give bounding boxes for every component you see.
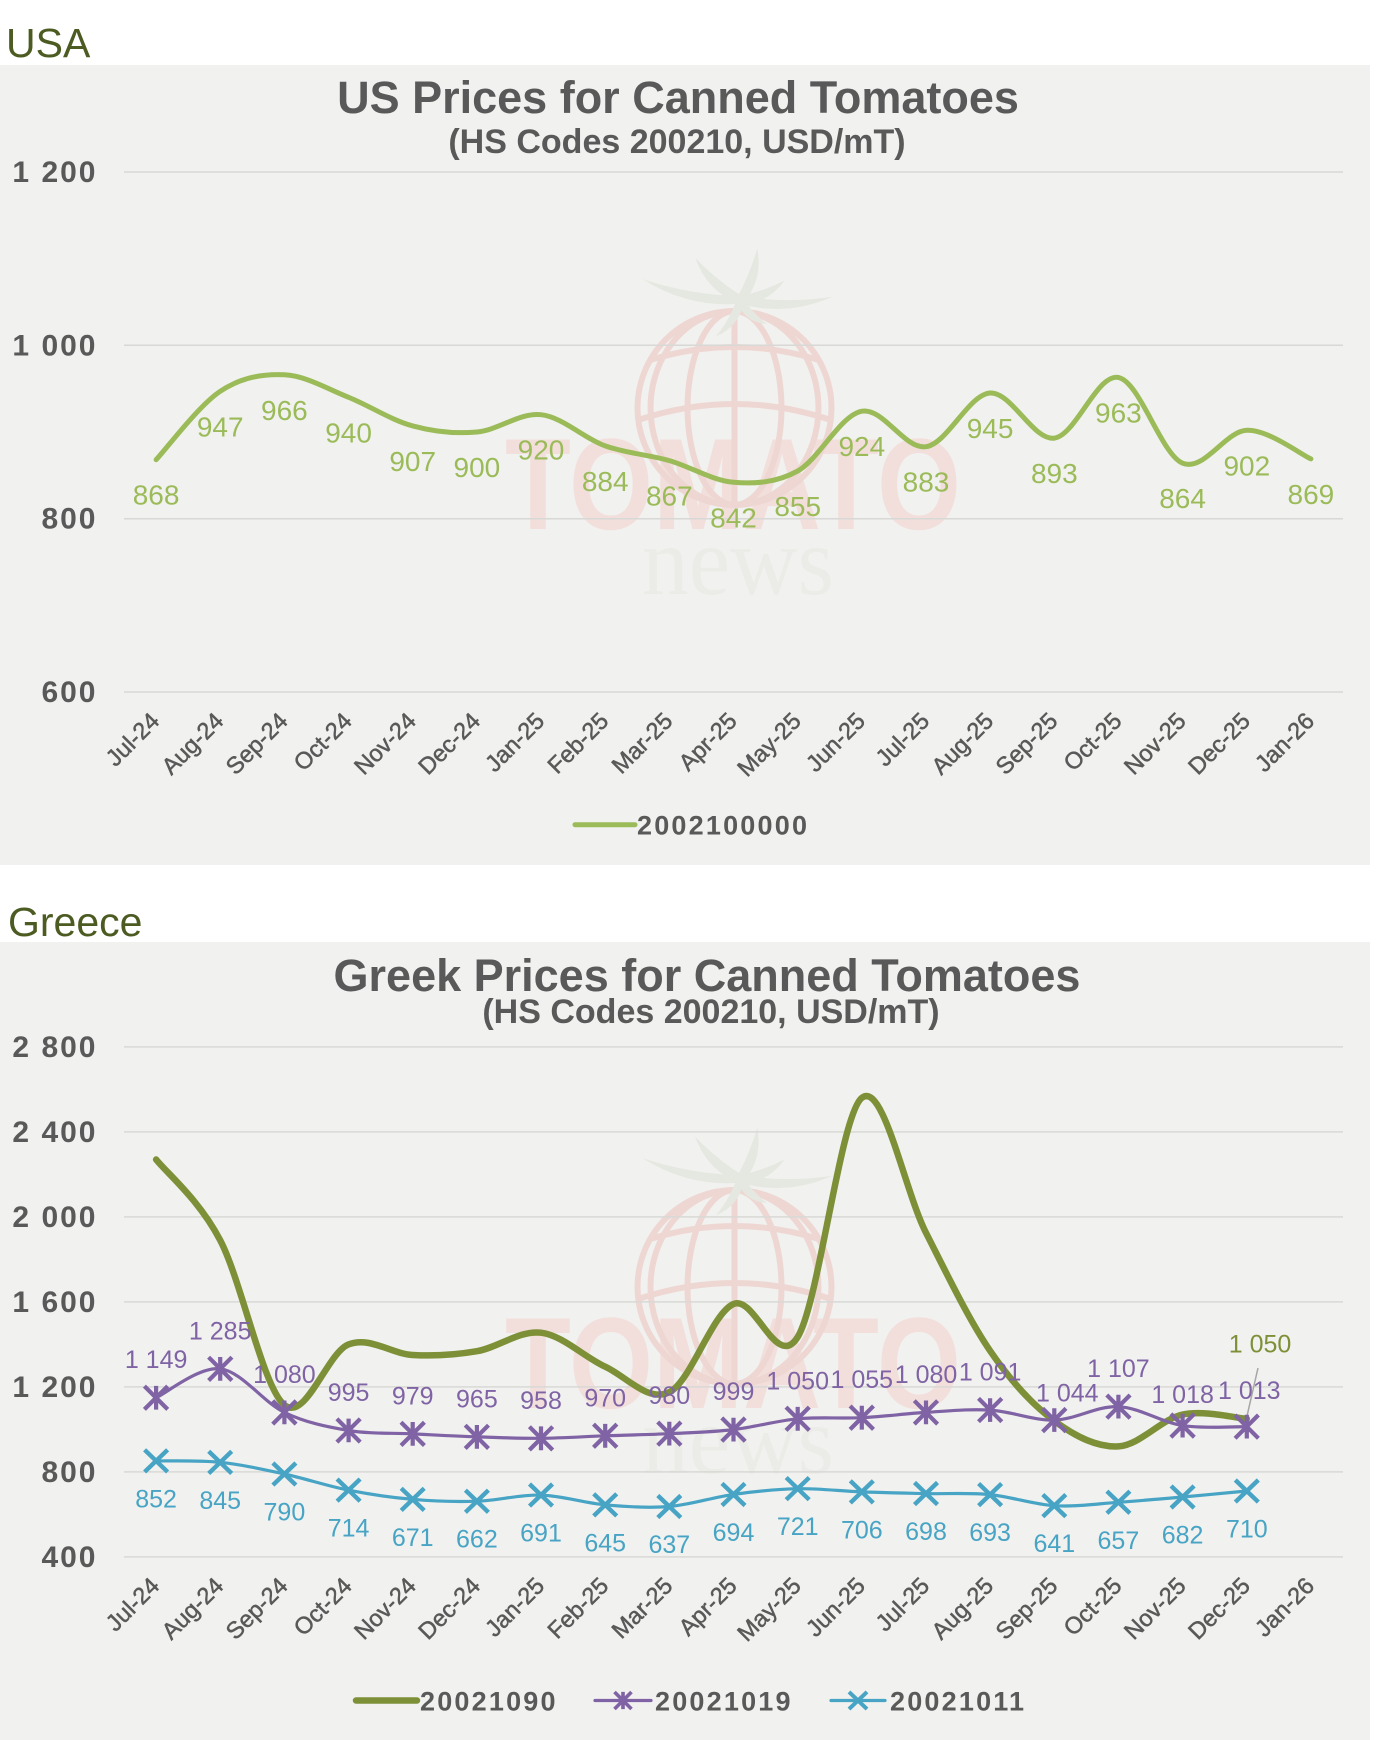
svg-text:USA: USA bbox=[6, 20, 91, 66]
svg-text:news: news bbox=[642, 508, 834, 616]
svg-text:671: 671 bbox=[392, 1524, 434, 1552]
svg-text:2002100000: 2002100000 bbox=[637, 811, 809, 841]
svg-text:995: 995 bbox=[328, 1379, 370, 1407]
svg-text:Greek Prices for Canned Tomato: Greek Prices for Canned Tomatoes bbox=[334, 950, 1081, 1001]
svg-text:2 800: 2 800 bbox=[12, 1031, 97, 1064]
svg-text:2 400: 2 400 bbox=[12, 1116, 97, 1149]
svg-text:20021090: 20021090 bbox=[420, 1687, 558, 1717]
svg-text:947: 947 bbox=[197, 411, 244, 442]
svg-text:1 107: 1 107 bbox=[1087, 1355, 1150, 1383]
svg-text:698: 698 bbox=[905, 1518, 947, 1546]
svg-text:907: 907 bbox=[389, 446, 436, 477]
svg-text:800: 800 bbox=[41, 1456, 97, 1489]
svg-text:1 050: 1 050 bbox=[766, 1367, 829, 1395]
svg-text:(HS Codes 200210, USD/mT): (HS Codes 200210, USD/mT) bbox=[448, 123, 905, 161]
svg-text:693: 693 bbox=[969, 1519, 1011, 1547]
svg-text:20021019: 20021019 bbox=[655, 1687, 793, 1717]
svg-text:US Prices for Canned Tomatoes: US Prices for Canned Tomatoes bbox=[337, 72, 1019, 123]
svg-text:1 055: 1 055 bbox=[831, 1366, 894, 1394]
svg-text:883: 883 bbox=[903, 467, 950, 498]
svg-text:694: 694 bbox=[713, 1519, 755, 1547]
svg-text:641: 641 bbox=[1033, 1530, 1075, 1558]
svg-text:965: 965 bbox=[456, 1385, 498, 1413]
svg-text:400: 400 bbox=[41, 1541, 97, 1574]
svg-text:1 149: 1 149 bbox=[125, 1346, 188, 1374]
svg-text:682: 682 bbox=[1162, 1522, 1204, 1550]
svg-text:637: 637 bbox=[648, 1531, 690, 1559]
svg-text:710: 710 bbox=[1226, 1516, 1268, 1544]
svg-text:1 080: 1 080 bbox=[253, 1361, 316, 1389]
svg-text:721: 721 bbox=[777, 1513, 819, 1541]
svg-text:1 044: 1 044 bbox=[1036, 1380, 1099, 1408]
svg-text:(HS Codes 200210, USD/mT): (HS Codes 200210, USD/mT) bbox=[482, 993, 939, 1031]
svg-text:867: 867 bbox=[646, 481, 693, 512]
svg-text:1 200: 1 200 bbox=[12, 1371, 97, 1404]
svg-text:963: 963 bbox=[1095, 397, 1142, 428]
svg-text:902: 902 bbox=[1223, 450, 1270, 481]
svg-text:800: 800 bbox=[41, 503, 97, 536]
svg-text:845: 845 bbox=[199, 1487, 241, 1515]
svg-text:691: 691 bbox=[520, 1520, 562, 1548]
svg-text:790: 790 bbox=[264, 1499, 306, 1527]
svg-text:20021011: 20021011 bbox=[890, 1687, 1026, 1717]
svg-text:999: 999 bbox=[713, 1378, 755, 1406]
svg-text:645: 645 bbox=[584, 1529, 626, 1557]
svg-text:980: 980 bbox=[648, 1382, 690, 1410]
svg-text:852: 852 bbox=[135, 1485, 177, 1513]
svg-text:1 200: 1 200 bbox=[12, 156, 97, 189]
svg-text:924: 924 bbox=[838, 431, 885, 462]
svg-text:970: 970 bbox=[584, 1384, 626, 1412]
svg-text:868: 868 bbox=[133, 480, 180, 511]
svg-text:940: 940 bbox=[325, 417, 372, 448]
svg-text:900: 900 bbox=[454, 452, 501, 483]
svg-text:958: 958 bbox=[520, 1387, 562, 1415]
svg-text:600: 600 bbox=[41, 676, 97, 709]
svg-text:869: 869 bbox=[1288, 479, 1335, 510]
svg-text:657: 657 bbox=[1098, 1527, 1140, 1555]
svg-text:1 285: 1 285 bbox=[189, 1317, 252, 1345]
svg-text:2 000: 2 000 bbox=[12, 1201, 97, 1234]
svg-text:855: 855 bbox=[774, 491, 821, 522]
svg-text:920: 920 bbox=[518, 435, 565, 466]
svg-text:1 091: 1 091 bbox=[959, 1359, 1022, 1387]
svg-text:1 013: 1 013 bbox=[1218, 1377, 1281, 1405]
svg-text:1 080: 1 080 bbox=[895, 1361, 958, 1389]
svg-text:Greece: Greece bbox=[8, 899, 142, 945]
svg-text:979: 979 bbox=[392, 1382, 434, 1410]
svg-text:864: 864 bbox=[1159, 483, 1206, 514]
svg-text:842: 842 bbox=[710, 502, 757, 533]
svg-text:966: 966 bbox=[261, 395, 308, 426]
svg-text:662: 662 bbox=[456, 1526, 498, 1554]
svg-text:1 050: 1 050 bbox=[1229, 1330, 1292, 1358]
svg-text:1 600: 1 600 bbox=[12, 1286, 97, 1319]
svg-text:1 018: 1 018 bbox=[1151, 1381, 1214, 1409]
svg-text:706: 706 bbox=[841, 1516, 883, 1544]
svg-text:1 000: 1 000 bbox=[12, 329, 97, 362]
svg-text:714: 714 bbox=[328, 1515, 370, 1543]
svg-text:945: 945 bbox=[967, 413, 1014, 444]
svg-text:884: 884 bbox=[582, 466, 629, 497]
svg-text:893: 893 bbox=[1031, 458, 1078, 489]
